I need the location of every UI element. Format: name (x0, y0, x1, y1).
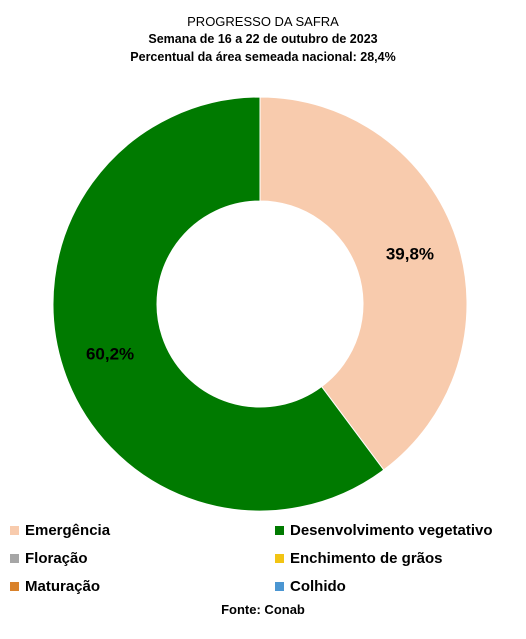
legend-swatch-5 (275, 582, 284, 591)
chart-title: PROGRESSO DA SAFRA (187, 14, 339, 29)
slice-1 (52, 96, 385, 512)
legend-swatch-2 (10, 554, 19, 563)
legend-swatch-4 (10, 582, 19, 591)
chart-subtitle-area: Percentual da área semeada nacional: 28,… (130, 50, 396, 64)
legend-item-5: Colhido (275, 578, 346, 595)
chart-source: Fonte: Conab (221, 602, 305, 617)
slice-0 (259, 96, 468, 471)
legend-item-4: Maturação (10, 578, 100, 595)
chart-header: PROGRESSO DA SAFRA Semana de 16 a 22 de … (0, 14, 526, 66)
legend-swatch-0 (10, 526, 19, 535)
legend-label-2: Floração (25, 550, 88, 567)
donut-chart: 39,8% 60,2% (52, 96, 468, 512)
slice-label-1: 60,2% (86, 344, 134, 363)
legend-label-1: Desenvolvimento vegetativo (290, 522, 493, 539)
legend-label-4: Maturação (25, 578, 101, 595)
legend-label-3: Enchimento de grãos (290, 550, 443, 567)
legend-item-0: Emergência (10, 522, 110, 539)
legend-swatch-3 (275, 554, 284, 563)
legend-item-2: Floração (10, 550, 88, 567)
legend-swatch-1 (275, 526, 284, 535)
legend-label-0: Emergência (25, 522, 111, 539)
chart-subtitle-week: Semana de 16 a 22 de outubro de 2023 (148, 32, 378, 46)
legend-item-3: Enchimento de grãos (275, 550, 443, 567)
legend-item-1: Desenvolvimento vegetativo (275, 522, 493, 539)
legend-label-5: Colhido (290, 578, 346, 595)
slice-label-0: 39,8% (386, 245, 434, 264)
